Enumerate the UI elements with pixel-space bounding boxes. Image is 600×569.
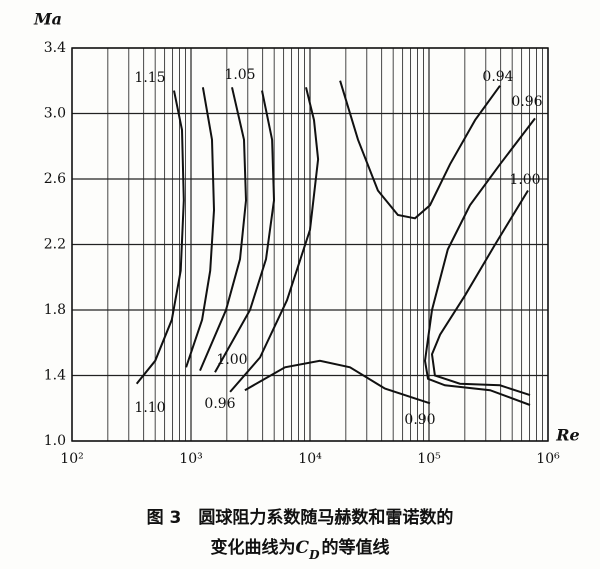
y-tick-label: 1.0 (44, 433, 66, 449)
y-tick-label: 2.2 (44, 237, 66, 253)
contour-line (214, 90, 276, 373)
x-tick-label: 10⁵ (417, 451, 441, 467)
contour-label: 0.90 (404, 412, 435, 428)
x-tick-label: 10⁴ (298, 451, 322, 467)
x-tick-label: 10⁶ (536, 451, 560, 467)
contour-label: 1.15 (134, 70, 165, 86)
caption-line: 变化曲线为CD 的等值线 (211, 537, 390, 562)
caption-symbol: C (296, 538, 310, 558)
y-tick-label: 1.4 (44, 368, 66, 384)
y-tick-label: 1.8 (44, 302, 66, 318)
y-axis-label: Ma (33, 10, 62, 29)
contour-label: 0.96 (204, 396, 235, 412)
caption-line: 图 3 圆球阻力系数随马赫数和雷诺数的 (147, 507, 454, 528)
contour-label: 0.96 (511, 94, 542, 110)
contour-line (135, 90, 185, 385)
plot-frame (71, 47, 549, 442)
contour-line (339, 80, 501, 220)
caption-text: 的等值线 (321, 537, 389, 558)
caption-subscript: D (308, 548, 320, 562)
contour-label: 1.05 (224, 67, 255, 83)
y-tick-label: 2.6 (44, 171, 66, 187)
contour-label: 1.10 (134, 400, 165, 416)
contour-line (423, 117, 536, 406)
caption-text: 变化曲线为 (211, 537, 296, 558)
contour-line (185, 87, 216, 368)
contour-line (229, 87, 320, 393)
x-axis-label: Re (555, 426, 579, 445)
contour-line (199, 87, 248, 371)
contour-label: 0.94 (482, 69, 513, 85)
x-tick-label: 10³ (179, 451, 202, 467)
y-tick-label: 3.4 (44, 40, 66, 56)
x-tick-label: 10² (60, 451, 83, 467)
contour-label: 1.00 (509, 172, 540, 188)
contour-label: 1.00 (216, 352, 247, 368)
contour-line (430, 189, 531, 397)
y-tick-label: 3.0 (44, 106, 66, 122)
contour-line (244, 359, 431, 405)
